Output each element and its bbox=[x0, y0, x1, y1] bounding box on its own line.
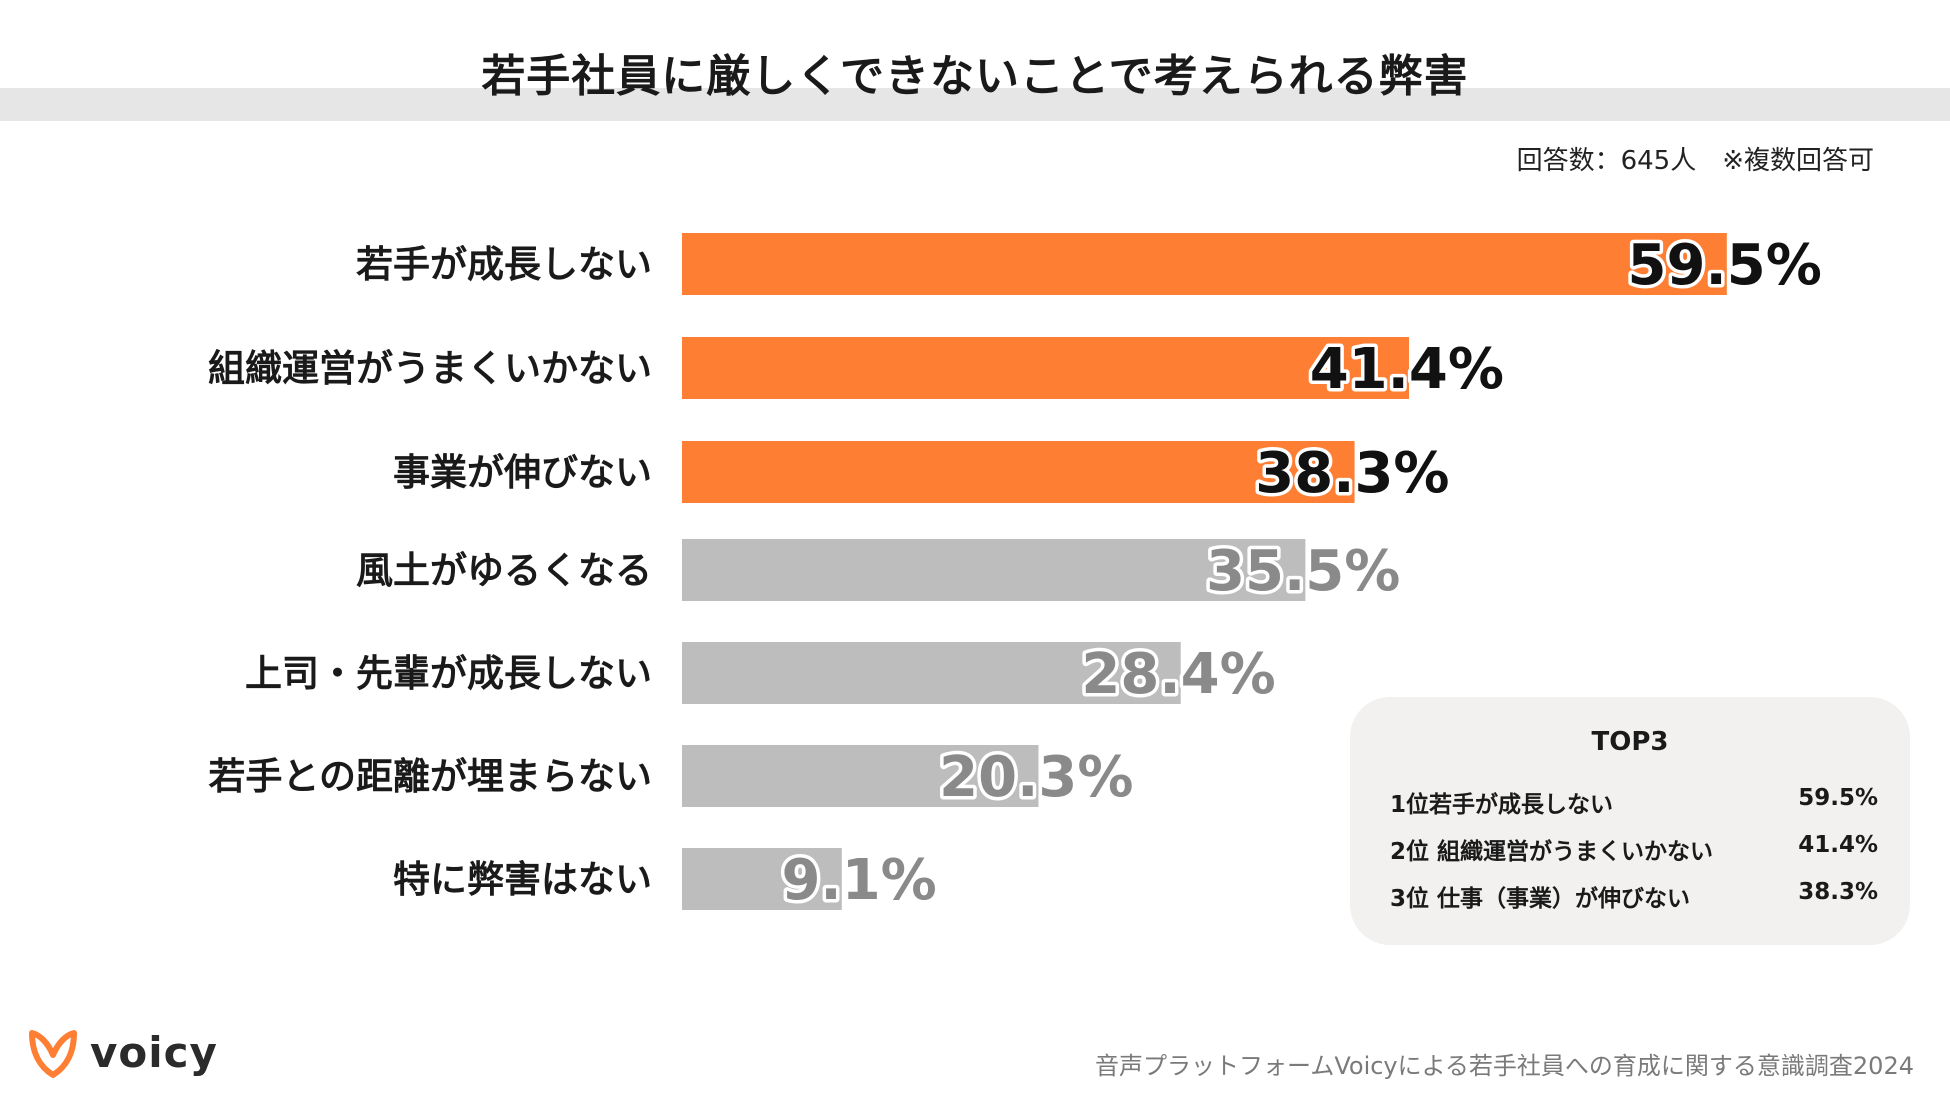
category-label: 若手との距離が埋まらない bbox=[208, 755, 652, 798]
chart-title: 若手社員に厳しくできないことで考えられる弊害 bbox=[481, 51, 1469, 102]
bar bbox=[682, 642, 1181, 704]
value-label: 38.3% bbox=[1255, 441, 1449, 506]
value-label: 59.5% bbox=[1628, 233, 1822, 298]
category-label: 事業が伸びない bbox=[393, 451, 652, 494]
bar bbox=[682, 337, 1409, 399]
top3-row-value: 41.4% bbox=[1798, 832, 1878, 858]
voicy-logo: voicy bbox=[26, 1025, 218, 1079]
value-label: 41.4% bbox=[1310, 337, 1504, 402]
voicy-v-logo-icon bbox=[29, 1030, 77, 1078]
bar bbox=[682, 441, 1355, 503]
top3-title: TOP3 bbox=[1591, 727, 1669, 757]
top3-row-1: 1位若手が成長しない 59.5% bbox=[1390, 785, 1878, 819]
top3-summary-box: TOP3 1位若手が成長しない 59.5% 2位 組織運営がうまくいかない 41… bbox=[1350, 697, 1910, 945]
top3-row-label: 1位若手が成長しない bbox=[1390, 792, 1614, 818]
value-label: 28.4% bbox=[1081, 642, 1275, 707]
top3-row-label: 2位 組織運営がうまくいかない bbox=[1390, 839, 1714, 865]
source-note: 音声プラットフォームVoicyによる若手社員への育成に関する意識調査2024 bbox=[1095, 1052, 1914, 1080]
top3-row-value: 38.3% bbox=[1798, 879, 1878, 905]
top3-row-2: 2位 組織運営がうまくいかない 41.4% bbox=[1390, 832, 1878, 866]
brand-name: voicy bbox=[90, 1027, 218, 1077]
top3-row-value: 59.5% bbox=[1798, 785, 1878, 811]
bar bbox=[682, 539, 1306, 601]
category-label: 上司・先輩が成長しない bbox=[245, 652, 652, 695]
category-label: 風土がゆるくなる bbox=[356, 549, 652, 592]
bar bbox=[682, 848, 842, 910]
category-label: 組織運営がうまくいかない bbox=[208, 347, 652, 390]
value-label: 9.1% bbox=[781, 848, 936, 913]
top3-row-3: 3位 仕事（事業）が伸びない 38.3% bbox=[1390, 879, 1878, 913]
bar bbox=[682, 745, 1039, 807]
bar bbox=[682, 233, 1727, 295]
title-band bbox=[0, 88, 1950, 121]
value-label: 20.3% bbox=[939, 745, 1133, 810]
respondent-count: 回答数：645人 ※複数回答可 bbox=[1516, 146, 1874, 176]
top3-row-label: 3位 仕事（事業）が伸びない bbox=[1390, 886, 1691, 912]
category-label: 若手が成長しない bbox=[356, 243, 652, 286]
value-label: 35.5% bbox=[1206, 539, 1400, 604]
category-label: 特に弊害はない bbox=[393, 858, 652, 901]
